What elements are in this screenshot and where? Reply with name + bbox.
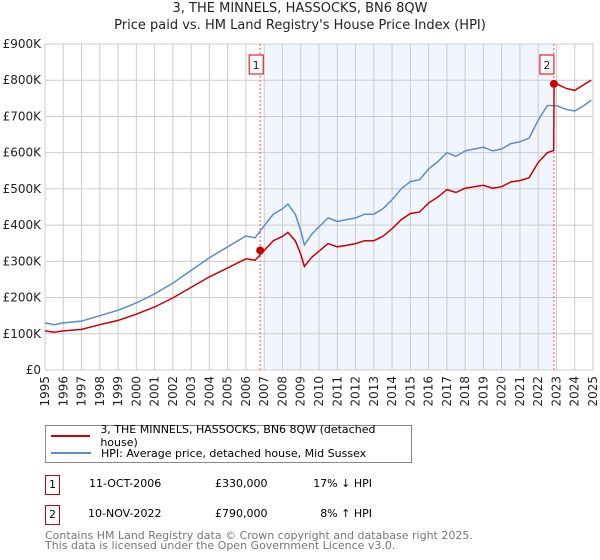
y-tick-label: £300K xyxy=(3,254,43,268)
y-tick-label: £400K xyxy=(3,218,43,232)
legend-item-hpi: HPI: Average price, detached house, Mid … xyxy=(51,445,366,461)
footer-licence: This data is licensed under the Open Gov… xyxy=(45,539,396,552)
annotation-label: 1 xyxy=(253,59,260,72)
annotation-label: 2 xyxy=(543,59,550,72)
x-tick-label: 2011 xyxy=(330,376,344,407)
chart-title: 3, THE MINNELS, HASSOCKS, BN6 8QW xyxy=(172,1,428,16)
x-tick-label: 2024 xyxy=(568,376,582,407)
x-tick-label: 2012 xyxy=(349,376,363,407)
x-tick-label: 2001 xyxy=(148,376,162,407)
x-tick-label: 2005 xyxy=(221,376,235,407)
annotation-badge xyxy=(539,54,555,75)
x-tick-label: 2022 xyxy=(531,376,545,407)
plot-frame xyxy=(44,43,594,371)
transaction-date: 11-OCT-2006 xyxy=(89,477,162,490)
y-tick-label: £0 xyxy=(26,363,41,377)
x-tick-label: 1999 xyxy=(111,376,125,407)
property-price-line xyxy=(44,79,592,334)
shaded-period xyxy=(264,44,554,370)
transaction-hpi: 17% ↓ HPI xyxy=(313,477,372,490)
y-tick-label: £700K xyxy=(3,109,43,123)
x-tick-label: 2007 xyxy=(257,376,271,407)
x-tick-label: 2018 xyxy=(458,376,472,407)
hpi-line xyxy=(44,99,592,326)
sale-point xyxy=(549,79,558,88)
price-chart: £0 £100K £200K £300K £400K £500K £600K £700K £80… xyxy=(3,37,600,407)
transaction-price: £790,000 xyxy=(215,507,268,520)
x-tick-label: 1996 xyxy=(56,376,70,407)
transaction-hpi: 8% ↑ HPI xyxy=(320,507,372,520)
x-tick-label: 2015 xyxy=(403,376,417,407)
transaction-badge: 2 xyxy=(45,505,60,525)
x-tick-label: 2004 xyxy=(202,376,216,407)
chart-subtitle: Price paid vs. HM Land Registry's House … xyxy=(114,18,486,33)
y-tick-label: £800K xyxy=(3,73,43,87)
legend-swatch-red xyxy=(51,435,91,437)
y-tick-label: £600K xyxy=(3,146,43,160)
footer-copyright: Contains HM Land Registry data © Crown c… xyxy=(45,529,473,542)
legend-swatch-blue xyxy=(51,452,91,454)
legend: 3, THE MINNELS, HASSOCKS, BN6 8QW (detac… xyxy=(45,423,412,463)
legend-item-property: 3, THE MINNELS, HASSOCKS, BN6 8QW (detac… xyxy=(51,423,411,449)
annotation-badge xyxy=(248,54,264,75)
x-tick-label: 2009 xyxy=(294,376,308,407)
y-tick-label: £100K xyxy=(3,327,43,341)
x-tick-label: 2013 xyxy=(367,376,381,407)
x-tick-label: 2008 xyxy=(275,376,289,407)
transaction-date: 10-NOV-2022 xyxy=(88,507,162,520)
x-tick-label: 1998 xyxy=(93,376,107,407)
transaction-badge: 1 xyxy=(45,475,60,495)
x-tick-label: 1997 xyxy=(75,376,89,407)
x-tick-label: 2006 xyxy=(239,376,253,407)
transaction-row: 1 11-OCT-2006 £330,000 17% ↓ HPI xyxy=(45,475,445,495)
x-tick-label: 2010 xyxy=(312,376,326,407)
y-tick-label: £500K xyxy=(3,182,43,196)
x-tick-label: 2017 xyxy=(440,376,454,407)
sale-point xyxy=(256,246,265,255)
legend-label: HPI: Average price, detached house, Mid … xyxy=(101,446,367,460)
x-tick-label: 2016 xyxy=(422,376,436,407)
transaction-row: 2 10-NOV-2022 £790,000 8% ↑ HPI xyxy=(45,505,445,525)
legend-label: 3, THE MINNELS, HASSOCKS, BN6 8QW (detac… xyxy=(100,423,376,449)
x-tick-label: 2020 xyxy=(495,376,509,407)
y-tick-label: £900K xyxy=(3,37,43,51)
x-tick-label: 2023 xyxy=(549,376,563,407)
y-tick-label: £200K xyxy=(3,291,43,305)
x-tick-label: 2021 xyxy=(513,376,527,407)
x-tick-label: 2014 xyxy=(385,376,399,407)
x-tick-label: 2003 xyxy=(184,376,198,407)
transaction-price: £330,000 xyxy=(215,477,268,490)
x-tick-label: 1995 xyxy=(38,376,52,407)
x-tick-label: 2025 xyxy=(586,376,600,407)
x-tick-label: 2002 xyxy=(166,376,180,407)
x-tick-label: 2000 xyxy=(129,376,143,407)
x-tick-label: 2019 xyxy=(476,376,490,407)
